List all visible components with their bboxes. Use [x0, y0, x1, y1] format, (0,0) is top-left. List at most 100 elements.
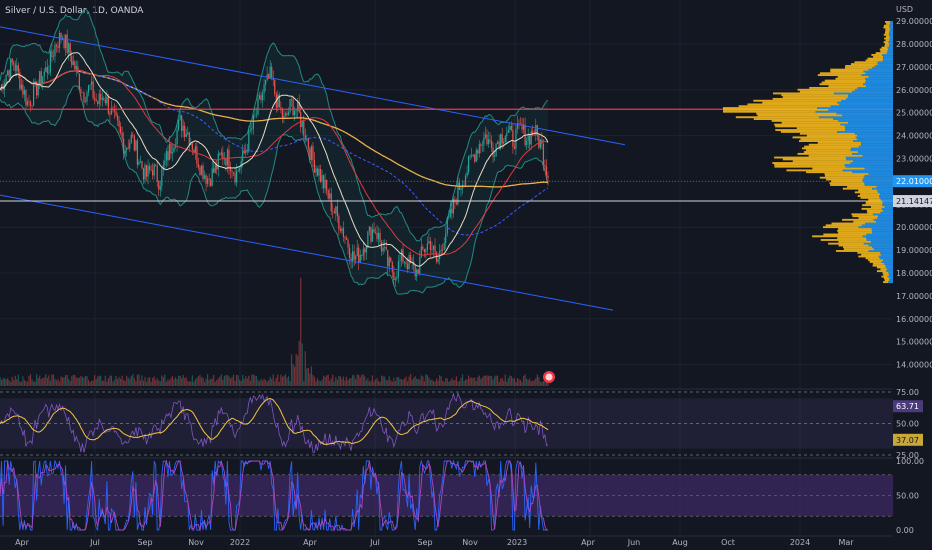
- volume-bar: [364, 376, 366, 386]
- volume-bar: [518, 379, 520, 386]
- volume-bar: [321, 379, 323, 386]
- candle-body: [443, 243, 445, 250]
- candle-body: [527, 134, 529, 142]
- candle-body: [153, 164, 155, 176]
- candle-body: [507, 130, 509, 133]
- volume-bar: [25, 381, 27, 386]
- profile-bar-down: [872, 231, 893, 234]
- volume-bar: [26, 381, 29, 386]
- candle-body: [254, 114, 256, 116]
- candle-body: [121, 132, 123, 139]
- profile-bar-down: [840, 123, 893, 126]
- profile-bar-down: [852, 152, 893, 155]
- stochastic-pane[interactable]: [0, 459, 893, 532]
- profile-bar-down: [868, 244, 893, 247]
- profile-bar-up: [747, 103, 840, 106]
- candle-body: [440, 249, 442, 252]
- candle-body: [336, 206, 338, 217]
- channel-lower-line[interactable]: [0, 194, 614, 311]
- candle-body: [373, 229, 375, 233]
- profile-bar-down: [889, 43, 893, 45]
- profile-bar-down: [854, 132, 893, 135]
- volume-bar: [260, 378, 262, 386]
- candle-body: [468, 155, 470, 173]
- volume-bar: [304, 351, 306, 386]
- candle-body: [191, 143, 193, 150]
- channel-upper-line[interactable]: [0, 26, 626, 146]
- candle-body: [419, 256, 421, 274]
- volume-bar: [179, 375, 181, 386]
- candle-body: [98, 93, 100, 105]
- candle-body: [255, 114, 258, 115]
- bollinger-fill: [0, 9, 548, 295]
- profile-bar-up: [871, 53, 883, 56]
- candle-body: [352, 251, 354, 262]
- candle-body: [300, 112, 302, 128]
- volume-bar: [13, 380, 15, 386]
- profile-bar-down: [861, 74, 893, 77]
- volume-bar: [315, 381, 317, 386]
- volume-bar: [191, 375, 193, 386]
- volume-bar: [350, 377, 352, 386]
- profile-bar-down: [871, 240, 893, 243]
- profile-bar-down: [889, 30, 893, 33]
- candle-body: [7, 70, 9, 75]
- volume-bar: [417, 378, 419, 386]
- profile-bar-up: [762, 101, 838, 104]
- rsi-value-label: 63.71: [896, 402, 919, 411]
- candle-body: [11, 58, 13, 63]
- price-pane[interactable]: [0, 8, 893, 311]
- volume-bar: [393, 377, 395, 386]
- volume-bar: [503, 380, 505, 386]
- volume-bar: [341, 378, 343, 386]
- candle-body: [101, 97, 103, 100]
- candle-body: [208, 178, 210, 180]
- profile-bar-up: [847, 185, 877, 188]
- volume-bar: [124, 381, 126, 386]
- candle-body: [168, 143, 171, 161]
- volume-bar: [5, 379, 7, 386]
- candle-body: [210, 179, 212, 186]
- profile-bar-up: [880, 50, 888, 53]
- volume-bar: [52, 374, 55, 386]
- volume-bar: [347, 380, 349, 386]
- volume-bar: [306, 368, 308, 386]
- profile-bar-up: [774, 163, 845, 166]
- rsi-pane[interactable]: [0, 391, 893, 456]
- profile-bar-up: [876, 270, 887, 273]
- volume-bar: [112, 381, 114, 386]
- profile-bar-up: [880, 268, 888, 271]
- candle-body: [448, 216, 450, 218]
- volume-bar: [185, 377, 187, 386]
- candle-body: [19, 72, 21, 89]
- candle-body: [547, 175, 549, 179]
- volume-bar: [402, 379, 404, 386]
- profile-bar-down: [881, 261, 893, 263]
- price-tick-label: 17.00000: [896, 292, 932, 301]
- volume-bar: [81, 376, 84, 386]
- profile-bar-down: [868, 68, 893, 71]
- volume-bar: [2, 378, 4, 386]
- volume-bar: [435, 378, 438, 386]
- candle-body: [312, 146, 314, 160]
- volume-bar: [71, 376, 73, 386]
- volume-bar: [423, 381, 425, 386]
- volume-bar: [280, 374, 282, 386]
- volume-bar: [39, 375, 41, 386]
- candle-body: [272, 77, 274, 80]
- volume-bar: [245, 376, 247, 386]
- candle-body: [28, 101, 30, 103]
- profile-bar-up: [774, 165, 846, 168]
- candle-body: [353, 251, 355, 260]
- volume-bar: [301, 343, 303, 386]
- price-tick-label: 19.00000: [896, 246, 932, 255]
- candle-body: [124, 150, 126, 154]
- profile-bar-down: [883, 209, 893, 212]
- volume-bar: [318, 380, 320, 386]
- volume-bar: [376, 378, 378, 386]
- volume-bar: [138, 374, 140, 386]
- profile-bar-up: [781, 94, 849, 97]
- profile-bar-up: [799, 132, 855, 135]
- candle-body: [126, 147, 128, 151]
